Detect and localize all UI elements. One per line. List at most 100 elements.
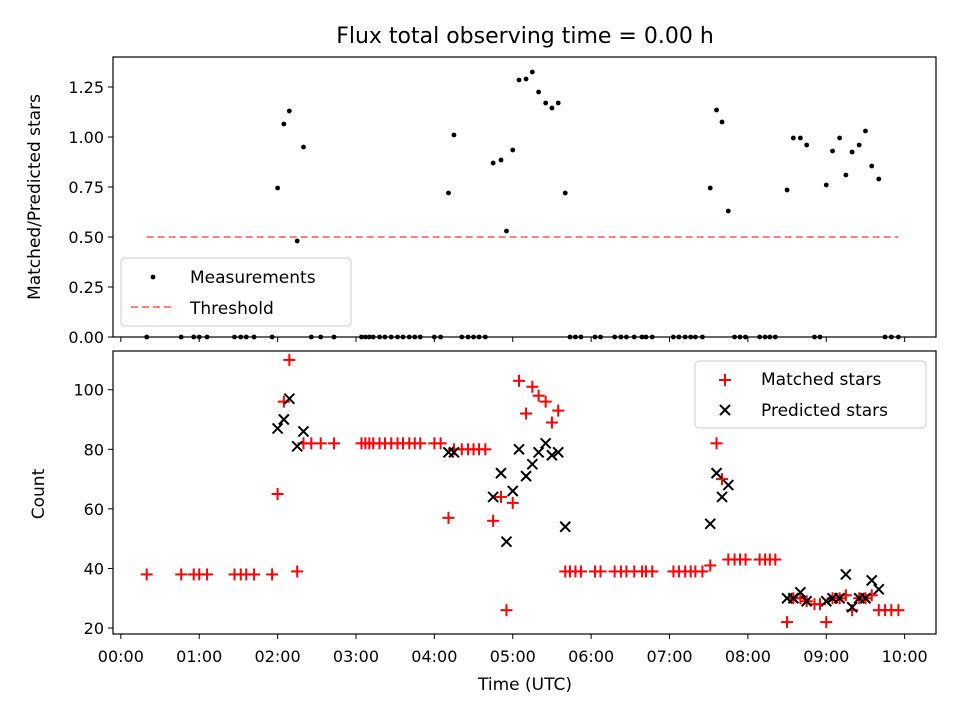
bottom-xtick-label: 01:00 xyxy=(176,647,222,666)
matched-star-point xyxy=(820,616,833,629)
predicted-star-point xyxy=(278,413,290,426)
measurement-point xyxy=(523,76,529,82)
measurement-point xyxy=(823,182,829,188)
measurement-point xyxy=(830,148,835,154)
predicted-star-point xyxy=(520,470,532,482)
measurement-point xyxy=(490,160,496,166)
measurement-point xyxy=(714,107,719,113)
matched-star-point xyxy=(513,374,526,387)
predicted-star-point xyxy=(716,491,728,503)
measurement-point xyxy=(498,157,504,163)
predicted-star-point xyxy=(500,535,513,548)
bottom-ytick-label: 40 xyxy=(84,559,104,578)
matched-star-point xyxy=(414,437,427,450)
measurement-point xyxy=(790,135,796,141)
measurement-point xyxy=(286,108,292,114)
top-legend: Measurements Threshold xyxy=(120,257,352,327)
measurement-point xyxy=(555,100,561,106)
legend-threshold-label: Threshold xyxy=(189,299,274,319)
measurement-point xyxy=(529,69,535,75)
matched-star-point xyxy=(140,568,153,581)
bottom-ytick-label: 20 xyxy=(84,619,104,638)
bottom-ytick-label: 100 xyxy=(73,381,104,400)
bottom-yticks: 20 40 60 80 100 xyxy=(73,381,113,638)
top-ytick-label: 0.75 xyxy=(68,178,104,197)
predicted-star-point xyxy=(507,485,519,497)
matched-star-point xyxy=(781,616,794,629)
bottom-xtick-label: 02:00 xyxy=(255,647,301,666)
predicted-star-point xyxy=(873,583,885,596)
matched-star-point xyxy=(248,568,261,581)
matched-star-point xyxy=(704,559,717,572)
measurement-point xyxy=(562,190,568,196)
bottom-xtick-label: 05:00 xyxy=(490,647,536,666)
matched-star-point xyxy=(716,473,729,486)
predicted-star-point xyxy=(800,595,813,607)
measurement-point xyxy=(876,176,882,182)
bottom-marks xyxy=(140,353,905,629)
matched-star-point xyxy=(291,565,304,578)
matched-star-point xyxy=(328,437,341,450)
bottom-xtick-label: 08:00 xyxy=(725,647,771,666)
measurement-point xyxy=(510,147,516,153)
predicted-star-point xyxy=(495,467,507,479)
legend-measurements-marker xyxy=(150,274,156,280)
top-ytick-label: 0.00 xyxy=(68,328,104,347)
bottom-axes-frame xyxy=(112,350,937,635)
predicted-star-point xyxy=(291,440,303,453)
measurement-point xyxy=(804,142,810,148)
top-legend-box xyxy=(120,257,352,327)
measurement-point xyxy=(504,228,509,234)
predicted-star-point xyxy=(866,574,878,587)
measurement-point xyxy=(281,121,287,127)
matched-star-point xyxy=(545,416,558,429)
matched-star-point xyxy=(314,437,327,450)
matched-star-point xyxy=(892,604,905,617)
predicted-star-point xyxy=(546,449,558,461)
predicted-star-point xyxy=(552,446,564,458)
predicted-star-point xyxy=(271,422,284,435)
predicted-star-point xyxy=(833,592,846,604)
predicted-star-point xyxy=(846,601,858,613)
predicted-star-point xyxy=(559,521,571,533)
measurement-point xyxy=(301,144,306,150)
legend-matched-marker xyxy=(719,374,731,386)
predicted-star-point xyxy=(532,446,545,458)
bottom-ylabel: Count xyxy=(29,468,49,519)
predicted-star-point xyxy=(859,592,872,604)
matched-star-point xyxy=(283,353,296,366)
measurement-point xyxy=(294,238,300,244)
matched-star-point xyxy=(594,565,607,578)
matched-star-point xyxy=(710,437,723,450)
predicted-star-point xyxy=(840,568,852,581)
top-ytick-label: 0.50 xyxy=(68,228,104,247)
measurement-point xyxy=(451,132,457,138)
measurement-point xyxy=(707,185,713,191)
matched-star-point xyxy=(532,389,545,402)
measurement-point xyxy=(843,172,849,178)
measurement-point xyxy=(719,119,725,125)
top-axes-frame xyxy=(112,56,937,338)
predicted-star-point xyxy=(794,586,807,599)
measurement-point xyxy=(849,149,855,155)
matched-star-point xyxy=(506,496,519,509)
bottom-xtick-label: 06:00 xyxy=(568,647,614,666)
predicted-star-point xyxy=(820,595,832,607)
predicted-star-point xyxy=(539,437,552,450)
measurement-point xyxy=(837,135,842,141)
top-xticks xyxy=(120,337,906,342)
matched-star-point xyxy=(271,487,284,500)
predicted-star-point xyxy=(526,458,539,470)
measurement-point xyxy=(869,163,875,169)
predicted-star-point xyxy=(722,479,734,491)
matched-star-point xyxy=(552,404,565,417)
matched-star-point xyxy=(479,443,492,456)
legend-measurements-label: Measurements xyxy=(190,268,316,288)
matched-star-point xyxy=(442,511,455,524)
measurement-point xyxy=(275,185,280,191)
bottom-xtick-label: 04:00 xyxy=(411,647,457,666)
matched-star-point xyxy=(739,553,752,566)
bottom-xticks: 00:00 01:00 02:00 03:00 04:00 05:00 06:00 07:00… xyxy=(98,634,928,666)
matched-star-point xyxy=(487,514,500,527)
